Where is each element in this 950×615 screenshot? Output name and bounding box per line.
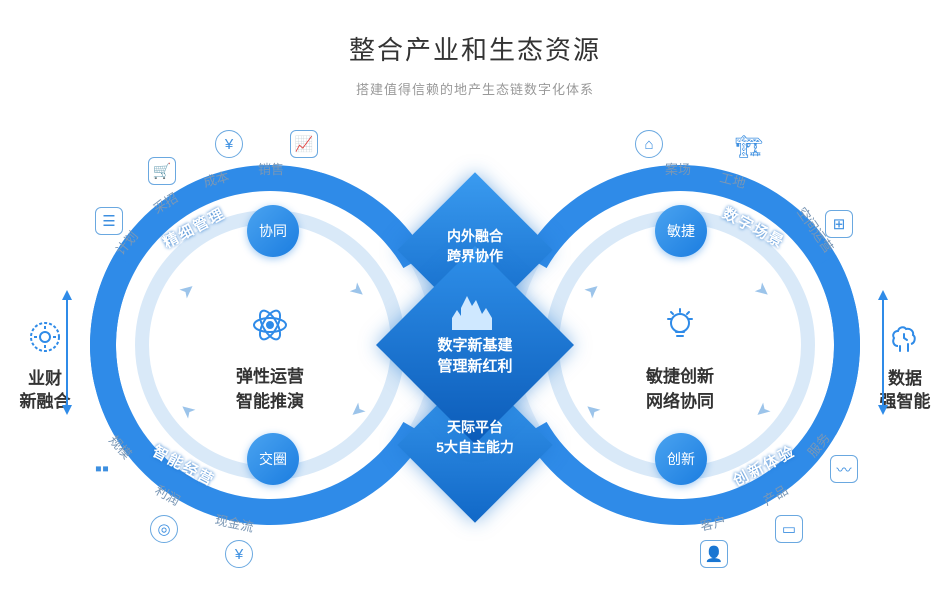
doc-icon: ☰ [95,207,123,235]
header: 整合产业和生态资源 搭建值得信赖的地产生态链数字化体系 [0,0,950,98]
atom-icon [195,305,345,354]
left-center-line1: 弹性运营 [195,362,345,387]
box-icon: ▭ [775,515,803,543]
orbit-l-sales: 销售 [258,159,284,178]
cart-icon: 🛒 [148,157,176,185]
infinity-diagram: 精细管理 智能经营 数字场景 创新体验 协同 交圈 敏捷 创新 弹性运营 智能推… [0,115,950,595]
gear-icon [5,320,85,362]
diamond-mid-l2: 管理新红利 [437,358,512,375]
right-center-line1: 敏捷创新 [605,362,755,387]
bulb-icon [605,305,755,354]
right-center-node: 敏捷创新 网络协同 [605,305,755,412]
orbit-r-case: 案场 [665,159,691,178]
coin-icon: ◎ [150,515,178,543]
badge-right-top: 敏捷 [655,205,707,257]
side-right-l1: 数据 [865,368,945,391]
badge-left-bottom: 交圈 [247,433,299,485]
right-center-line2: 网络协同 [605,387,755,412]
left-center-node: 弹性运营 智能推演 [195,305,345,412]
side-right-node: 数据 强智能 [865,320,945,414]
bars-icon: ▪▪ [88,455,116,483]
side-left-node: 业财 新融合 [5,320,85,414]
page-subtitle: 搭建值得信赖的地产生态链数字化体系 [0,79,950,98]
badge-right-bottom: 创新 [655,433,707,485]
user-icon: 👤 [700,540,728,568]
arrow-right-line [882,300,884,405]
arrow-right-down [878,405,888,415]
crane-icon: 🏗 [735,133,763,161]
home-icon: ⌂ [635,130,663,158]
brain-icon [865,320,945,362]
side-left-l2: 新融合 [5,391,85,414]
grid-icon: ⊞ [825,210,853,238]
wave-icon: 〰 [830,455,858,483]
diamond-top-l2: 跨界协作 [447,248,503,264]
badge-left-top: 协同 [247,205,299,257]
arrow-left-down [62,405,72,415]
skyline-icon [450,290,500,330]
page-title: 整合产业和生态资源 [0,30,950,67]
arrow-right-up [878,290,888,300]
diamond-bot-l1: 天际平台 [447,419,503,435]
diamond-mid-l1: 数字新基建 [437,337,512,354]
diamond-top-text: 内外融合 跨界协作 [405,227,545,266]
diamond-mid-text: 数字新基建 管理新红利 [395,335,555,377]
arrow-left-line [66,300,68,405]
yen2-icon: ¥ [225,540,253,568]
arrow-left-up [62,290,72,300]
side-right-l2: 强智能 [865,391,945,414]
left-center-line2: 智能推演 [195,387,345,412]
yen-icon: ¥ [215,130,243,158]
side-left-l1: 业财 [5,368,85,391]
diamond-bot-text: 天际平台 5大自主能力 [405,418,545,457]
chart-icon: 📈 [290,130,318,158]
diamond-bot-l2: 5大自主能力 [436,439,514,455]
orbit-r-customer: 客户 [698,511,727,535]
diamond-top-l1: 内外融合 [447,228,503,244]
